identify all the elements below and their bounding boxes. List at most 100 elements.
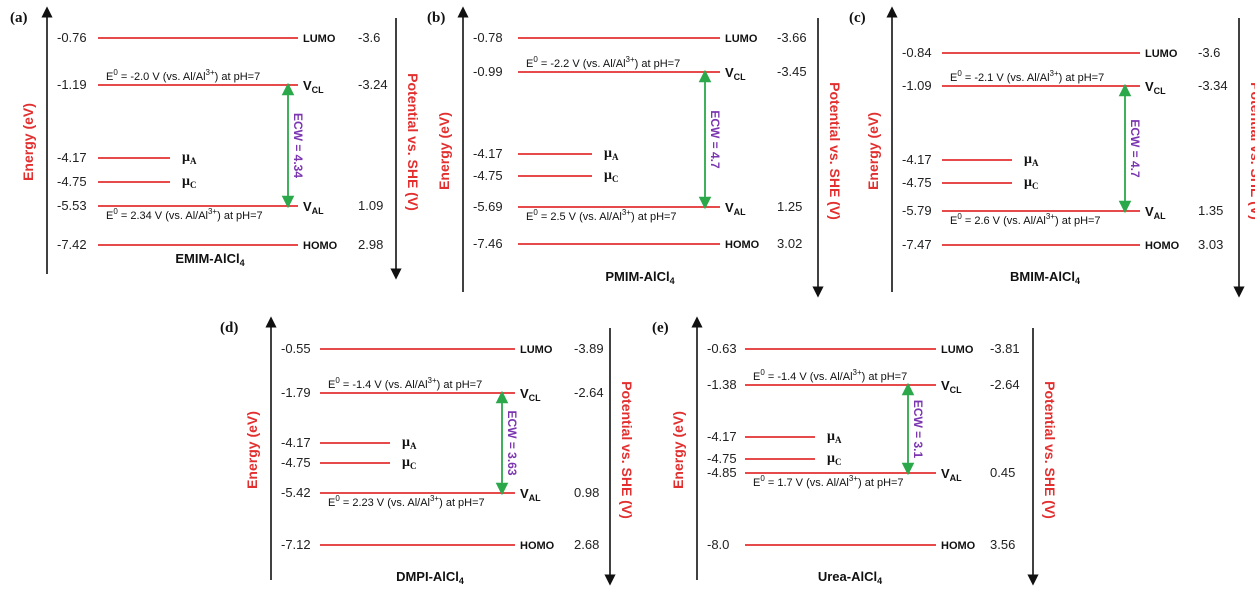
panel-title: DMPI-AlCl4 [396, 569, 464, 586]
energy-value-mu-c: -4.75 [707, 451, 737, 466]
energy-axis-title: Energy (eV) [865, 112, 881, 190]
mu-c-label: μC [182, 174, 196, 190]
energy-value-homo: -7.12 [281, 537, 311, 552]
mu-c-label: μC [827, 451, 841, 467]
energy-value-homo: -7.42 [57, 237, 87, 252]
potential-value-homo: 3.02 [777, 236, 802, 251]
lumo-label: LUMO [303, 33, 336, 45]
lumo-label: LUMO [1145, 48, 1178, 60]
val-label: VAL [1145, 204, 1166, 221]
potential-value-lumo: -3.6 [358, 30, 380, 45]
potential-value-homo: 3.56 [990, 537, 1015, 552]
panel-d: (d) Energy (eV) Potential vs. SHE (V) -0.55… [220, 316, 635, 586]
lumo-label: LUMO [520, 344, 553, 356]
panel-e: (e) Energy (eV) Potential vs. SHE (V) -0.63… [652, 316, 1058, 586]
energy-value-homo: -7.46 [473, 236, 503, 251]
vcl-label: VCL [725, 65, 746, 82]
potential-axis-title: Potential vs. SHE (V) [827, 82, 843, 220]
potential-value-lumo: -3.89 [574, 341, 604, 356]
e0-anodic-equation: E0 = 1.7 V (vs. Al/Al3+) at pH=7 [753, 474, 904, 489]
energy-value-lumo: -0.76 [57, 30, 87, 45]
energy-axis-title: Energy (eV) [670, 411, 686, 489]
energy-value-lumo: -0.78 [473, 30, 503, 45]
energy-value-mu-c: -4.75 [473, 168, 503, 183]
energy-value-vcl: -0.99 [473, 64, 503, 79]
energy-value-vcl: -1.38 [707, 377, 737, 392]
homo-label: HOMO [725, 239, 760, 251]
e0-cathodic-equation: E0 = -2.1 V (vs. Al/Al3+) at pH=7 [950, 69, 1104, 84]
energy-axis-title: Energy (eV) [436, 112, 452, 190]
potential-value-val: 1.35 [1198, 203, 1223, 218]
energy-value-mu-c: -4.75 [57, 174, 87, 189]
potential-value-lumo: -3.6 [1198, 45, 1220, 60]
energy-value-mu-c: -4.75 [281, 455, 311, 470]
val-label: VAL [303, 199, 324, 216]
panel-letter: (c) [849, 10, 866, 26]
ecw-label: ECW = 3.63 [505, 410, 519, 475]
potential-value-vcl: -2.64 [990, 377, 1020, 392]
e0-cathodic-equation: E0 = -1.4 V (vs. Al/Al3+) at pH=7 [328, 376, 482, 391]
panel-letter: (b) [427, 10, 445, 26]
e0-cathodic-equation: E0 = -2.0 V (vs. Al/Al3+) at pH=7 [106, 68, 260, 83]
potential-axis-title: Potential vs. SHE (V) [619, 381, 635, 519]
val-label: VAL [725, 200, 746, 217]
potential-value-val: 1.25 [777, 199, 802, 214]
potential-value-lumo: -3.81 [990, 341, 1020, 356]
energy-value-lumo: -0.84 [902, 45, 932, 60]
energy-value-lumo: -0.63 [707, 341, 737, 356]
panel-c: (c) Energy (eV) Potential vs. SHE (V) -0.84… [849, 6, 1255, 298]
e0-anodic-equation: E0 = 2.34 V (vs. Al/Al3+) at pH=7 [106, 207, 263, 222]
vcl-label: VCL [1145, 79, 1166, 96]
vcl-label: VCL [303, 78, 324, 95]
potential-value-homo: 2.68 [574, 537, 599, 552]
panel-title: PMIM-AlCl4 [605, 269, 674, 286]
ecw-label: ECW = 4.7 [1128, 119, 1142, 178]
mu-a-label: μA [827, 429, 842, 445]
vcl-label: VCL [941, 378, 962, 395]
energy-value-val: -4.85 [707, 465, 737, 480]
energy-value-vcl: -1.09 [902, 78, 932, 93]
homo-label: HOMO [941, 540, 976, 552]
lumo-label: LUMO [725, 33, 758, 45]
energy-value-homo: -8.0 [707, 537, 729, 552]
vcl-label: VCL [520, 386, 541, 403]
e0-anodic-equation: E0 = 2.6 V (vs. Al/Al3+) at pH=7 [950, 212, 1101, 227]
energy-axis-title: Energy (eV) [244, 411, 260, 489]
val-label: VAL [520, 486, 541, 503]
panel-letter: (e) [652, 320, 669, 336]
potential-value-homo: 3.03 [1198, 237, 1223, 252]
panel-b: (b) Energy (eV) Potential vs. SHE (V) -0.78… [427, 6, 843, 298]
ecw-label: ECW = 4.34 [291, 113, 305, 178]
e0-cathodic-equation: E0 = -1.4 V (vs. Al/Al3+) at pH=7 [753, 368, 907, 383]
mu-a-label: μA [402, 435, 417, 451]
mu-a-label: μA [182, 150, 197, 166]
e0-anodic-equation: E0 = 2.5 V (vs. Al/Al3+) at pH=7 [526, 208, 677, 223]
potential-value-val: 0.98 [574, 485, 599, 500]
energy-value-mu-a: -4.17 [281, 435, 311, 450]
energy-value-homo: -7.47 [902, 237, 932, 252]
potential-value-val: 1.09 [358, 198, 383, 213]
potential-value-vcl: -3.45 [777, 64, 807, 79]
potential-value-vcl: -3.24 [358, 77, 388, 92]
homo-label: HOMO [520, 540, 555, 552]
mu-c-label: μC [1024, 175, 1038, 191]
potential-axis-title: Potential vs. SHE (V) [405, 73, 421, 211]
energy-value-val: -5.42 [281, 485, 311, 500]
potential-value-val: 0.45 [990, 465, 1015, 480]
ecw-label: ECW = 4.7 [708, 110, 722, 169]
val-label: VAL [941, 466, 962, 483]
energy-value-lumo: -0.55 [281, 341, 311, 356]
mu-c-label: μC [604, 168, 618, 184]
potential-axis-title: Potential vs. SHE (V) [1042, 381, 1058, 519]
potential-axis-title: Potential vs. SHE (V) [1248, 82, 1255, 220]
energy-value-mu-a: -4.17 [473, 146, 503, 161]
e0-anodic-equation: E0 = 2.23 V (vs. Al/Al3+) at pH=7 [328, 494, 485, 509]
panel-title: BMIM-AlCl4 [1010, 269, 1080, 286]
ecw-label: ECW = 3.1 [911, 400, 925, 459]
panel-title: EMIM-AlCl4 [175, 251, 244, 268]
potential-value-vcl: -2.64 [574, 385, 604, 400]
homo-label: HOMO [303, 240, 338, 252]
mu-a-label: μA [1024, 152, 1039, 168]
panel-letter: (d) [220, 320, 238, 336]
